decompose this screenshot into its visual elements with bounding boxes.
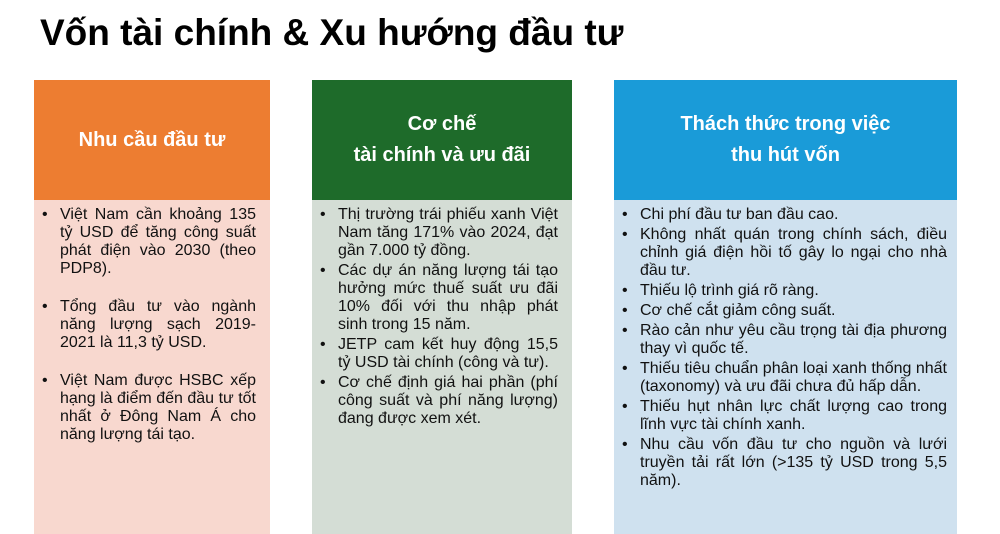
column-financial-mechanisms: Cơ chế tài chính và ưu đãi Thị trường tr… bbox=[312, 80, 572, 534]
bullet-item: Thiếu lộ trình giá rõ ràng. bbox=[622, 282, 947, 300]
column-heading: Thách thức trong việc thu hút vốn bbox=[614, 80, 957, 200]
bullet-item: Các dự án năng lượng tái tạo hưởng mức t… bbox=[320, 262, 558, 334]
column-heading: Cơ chế tài chính và ưu đãi bbox=[312, 80, 572, 200]
column-challenges: Thách thức trong việc thu hút vốn Chi ph… bbox=[614, 80, 957, 534]
bullet-item: Việt Nam cần khoảng 135 tỷ USD để tăng c… bbox=[42, 206, 256, 278]
bullet-item: Thiếu hụt nhân lực chất lượng cao trong … bbox=[622, 398, 947, 434]
bullet-item: Rào cản như yêu cầu trọng tài địa phương… bbox=[622, 322, 947, 358]
bullet-item: Không nhất quán trong chính sách, điều c… bbox=[622, 226, 947, 280]
column-heading: Nhu cầu đầu tư bbox=[34, 80, 270, 200]
bullet-item: Thị trường trái phiếu xanh Việt Nam tăng… bbox=[320, 206, 558, 260]
bullet-item: Chi phí đầu tư ban đầu cao. bbox=[622, 206, 947, 224]
bullet-item: Việt Nam được HSBC xếp hạng là điểm đến … bbox=[42, 372, 256, 444]
column-investment-demand: Nhu cầu đầu tư Việt Nam cần khoảng 135 t… bbox=[34, 80, 270, 534]
slide-title: Vốn tài chính & Xu hướng đầu tư bbox=[40, 12, 624, 53]
bullet-item: JETP cam kết huy động 15,5 tỷ USD tài ch… bbox=[320, 336, 558, 372]
bullet-list: Thị trường trái phiếu xanh Việt Nam tăng… bbox=[320, 206, 558, 428]
bullet-item: Tổng đầu tư vào ngành năng lượng sạch 20… bbox=[42, 298, 256, 352]
bullet-list: Việt Nam cần khoảng 135 tỷ USD để tăng c… bbox=[42, 206, 256, 444]
bullet-list: Chi phí đầu tư ban đầu cao. Không nhất qu… bbox=[622, 206, 947, 490]
bullet-item: Cơ chế cắt giảm công suất. bbox=[622, 302, 947, 320]
bullet-item: Thiếu tiêu chuẩn phân loại xanh thống nh… bbox=[622, 360, 947, 396]
bullet-item: Cơ chế định giá hai phần (phí công suất … bbox=[320, 374, 558, 428]
bullet-item: Nhu cầu vốn đầu tư cho nguồn và lưới tru… bbox=[622, 436, 947, 490]
